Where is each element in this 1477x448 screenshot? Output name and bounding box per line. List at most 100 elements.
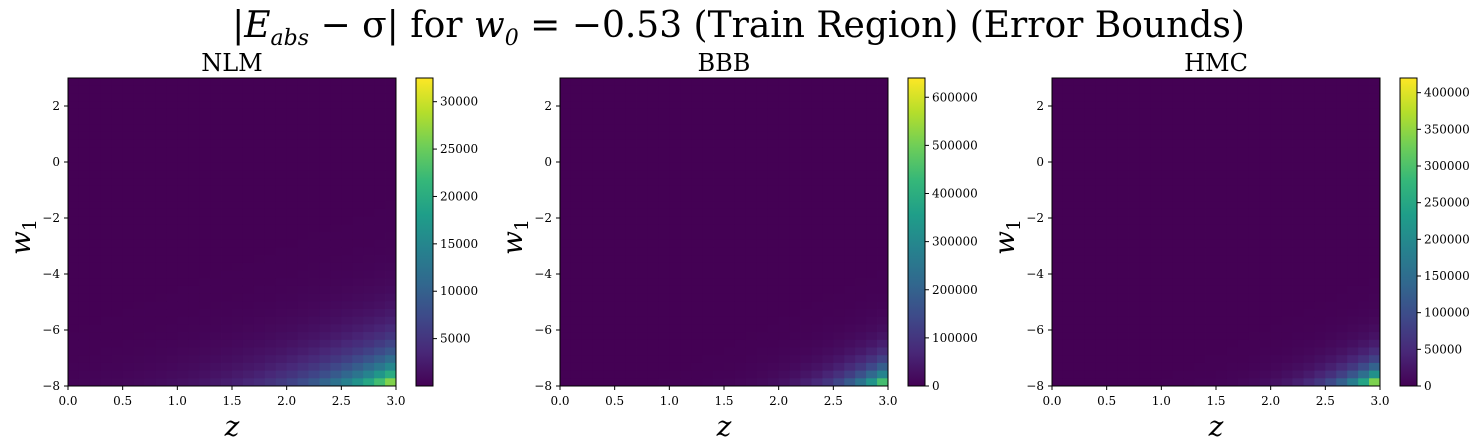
heatmap-cell (855, 155, 867, 164)
heatmap-cell (319, 355, 331, 364)
colorbar-tick-label: 20000 (440, 189, 478, 203)
heatmap-cell (1237, 178, 1250, 187)
heatmap-cell (1139, 262, 1151, 271)
heatmap-cell (800, 278, 812, 287)
heatmap-cell (1183, 78, 1195, 87)
heatmap-cell (374, 247, 386, 256)
heatmap-cell (724, 93, 736, 102)
heatmap-cell (363, 232, 375, 241)
heatmap-cell (636, 239, 648, 248)
heatmap-cell (264, 116, 277, 125)
heatmap-cell (133, 85, 145, 94)
heatmap-cell (1117, 178, 1129, 187)
heatmap-cell (800, 116, 812, 125)
heatmap-cell (232, 108, 244, 117)
heatmap-cell (319, 93, 331, 102)
heatmap-cell (1052, 232, 1064, 241)
heatmap-cell (275, 116, 288, 125)
heatmap-cell (100, 155, 113, 164)
heatmap-cell (155, 116, 167, 125)
heatmap-cell (68, 285, 80, 294)
heatmap-cell (1084, 293, 1097, 302)
heatmap-cell (877, 170, 889, 179)
heatmap-cell (560, 378, 572, 387)
heatmap-cell (155, 93, 167, 102)
heatmap-cell (242, 101, 255, 110)
heatmap-cell (1128, 78, 1140, 87)
heatmap-cell (560, 216, 572, 225)
heatmap-cell (767, 170, 780, 179)
heatmap-cell (1172, 293, 1184, 302)
heatmap-cell (614, 155, 626, 164)
heatmap-cell (647, 270, 659, 279)
heatmap-cell (560, 208, 572, 217)
heatmap-cell (352, 124, 364, 133)
heatmap-cell (691, 85, 703, 94)
heatmap-cell (68, 332, 80, 341)
heatmap-cell (1128, 208, 1140, 217)
heatmap-cell (581, 78, 594, 87)
heatmap-cell (286, 255, 298, 264)
heatmap-cell (221, 224, 233, 233)
heatmap-cell (713, 101, 725, 110)
heatmap-cell (1303, 293, 1315, 302)
heatmap-cell (1248, 185, 1261, 194)
heatmap-cell (625, 339, 637, 348)
heatmap-cell (1139, 108, 1151, 117)
heatmap-cell (166, 178, 178, 187)
heatmap-cell (745, 108, 758, 117)
heatmap-cell (745, 247, 758, 256)
heatmap-cell (570, 101, 583, 110)
heatmap-cell (1194, 324, 1206, 333)
heatmap-cell (1292, 93, 1304, 102)
heatmap-cell (822, 108, 834, 117)
heatmap-cell (1205, 224, 1217, 233)
heatmap-cell (166, 139, 178, 148)
heatmap-cell (1117, 224, 1129, 233)
heatmap-cell (297, 116, 309, 125)
heatmap-cell (1216, 185, 1228, 194)
heatmap-cell (614, 124, 626, 133)
heatmap-cell (658, 139, 670, 148)
heatmap-cell (592, 239, 605, 248)
heatmap-cell (286, 370, 298, 379)
heatmap-cell (702, 193, 714, 202)
heatmap-cell (221, 201, 233, 210)
heatmap-cell (866, 170, 878, 179)
heatmap-cell (581, 293, 594, 302)
heatmap-cell (877, 108, 889, 117)
heatmap-cell (1226, 170, 1239, 179)
heatmap-cell (1303, 324, 1315, 333)
heatmap-cell (210, 193, 222, 202)
heatmap-cell (1161, 285, 1173, 294)
heatmap-cell (89, 262, 102, 271)
heatmap-cell (253, 147, 266, 156)
heatmap-cell (844, 124, 856, 133)
heatmap-cell (275, 324, 288, 333)
heatmap-cell (1062, 101, 1075, 110)
heatmap-cell (1095, 309, 1108, 318)
heatmap-cell (1139, 78, 1151, 87)
heatmap-cell (1150, 193, 1162, 202)
heatmap-cell (330, 155, 342, 164)
heatmap-cell (745, 293, 758, 302)
heatmap-cell (221, 270, 233, 279)
heatmap-cell (866, 108, 878, 117)
heatmap-cell (1336, 247, 1348, 256)
heatmap-cell (275, 224, 288, 233)
heatmap-cell (778, 85, 790, 94)
heatmap-cell (647, 239, 659, 248)
heatmap-cell (1084, 278, 1097, 287)
heatmap-cell (188, 139, 200, 148)
heatmap-cell (603, 208, 616, 217)
heatmap-cell (1314, 193, 1326, 202)
heatmap-cell (1117, 316, 1129, 325)
heatmap-cell (647, 216, 659, 225)
heatmap-cell (625, 147, 637, 156)
heatmap-cell (1172, 239, 1184, 248)
heatmap-cell (702, 108, 714, 117)
heatmap-cell (155, 185, 167, 194)
heatmap-cell (560, 285, 572, 294)
heatmap-cell (286, 124, 298, 133)
heatmap-cell (1259, 178, 1272, 187)
